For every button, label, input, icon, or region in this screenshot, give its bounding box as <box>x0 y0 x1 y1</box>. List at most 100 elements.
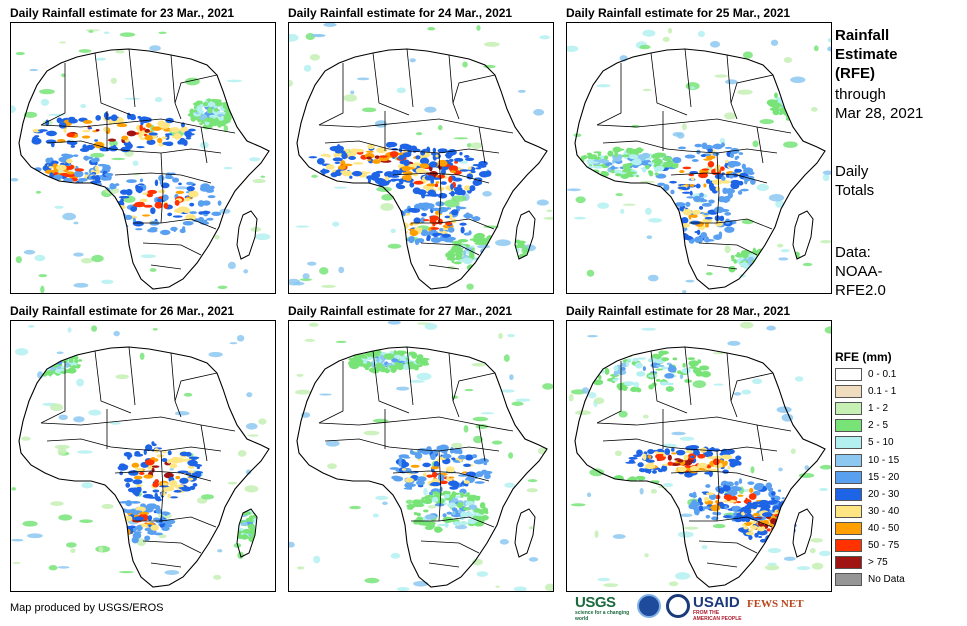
panel-title: Daily Rainfall estimate for 27 Mar., 202… <box>288 304 513 318</box>
rainfall-map <box>288 22 554 294</box>
legend-swatch <box>835 436 862 450</box>
legend-label: 0 - 0.1 <box>868 369 897 381</box>
rainfall-map <box>10 320 276 592</box>
rainfall-map <box>10 22 276 294</box>
legend-label: 40 - 50 <box>868 522 900 534</box>
africa-map <box>289 23 553 290</box>
usgs-wordmark: USGS <box>575 594 616 611</box>
legend-label: 1 - 2 <box>868 403 889 415</box>
madagascar-outline <box>514 508 536 558</box>
data-line: RFE2.0 <box>835 282 886 299</box>
africa-map <box>11 325 270 588</box>
coastline <box>18 48 270 290</box>
legend-item: 0.1 - 1 <box>835 383 935 400</box>
legend-swatch <box>835 419 862 433</box>
legend-item: 0 - 0.1 <box>835 366 935 383</box>
legend-item: No Data <box>835 571 935 588</box>
madagascar-outline <box>792 210 814 260</box>
legend-item: 5 - 10 <box>835 434 935 451</box>
totals-line: Totals <box>835 182 875 199</box>
usgs-tagline: science for a changing world <box>575 610 630 622</box>
map-panel-28-mar: Daily Rainfall estimate for 28 Mar., 202… <box>566 302 832 592</box>
country-borders <box>318 347 514 568</box>
legend-item: 2 - 5 <box>835 417 935 434</box>
through-date: through Mar 28, 2021 <box>835 85 960 123</box>
legend-swatch <box>835 521 862 535</box>
through-line: Mar 28, 2021 <box>835 105 924 122</box>
legend-rows: 0 - 0.1 0.1 - 1 1 - 2 2 - 5 5 - 10 10 - 15 15 … <box>835 366 935 588</box>
legend-label: 2 - 5 <box>868 420 889 432</box>
africa-map <box>289 321 553 591</box>
fews-wordmark: FEWS NET <box>747 598 804 610</box>
legend-item: 30 - 40 <box>835 503 935 520</box>
country-borders <box>596 347 792 568</box>
legend-swatch <box>835 504 862 518</box>
legend-item: 40 - 50 <box>835 520 935 537</box>
legend-title: RFE (mm) <box>835 350 892 364</box>
country-borders <box>596 49 792 270</box>
legend-label: 10 - 15 <box>868 454 900 466</box>
africa-map <box>567 27 831 293</box>
usaid-tagline: FROM THE AMERICAN PEOPLE <box>693 610 742 622</box>
country-borders <box>40 347 236 568</box>
coastline <box>296 48 548 290</box>
legend-swatch <box>835 573 862 587</box>
panel-title: Daily Rainfall estimate for 28 Mar., 202… <box>566 304 791 318</box>
legend-swatch <box>835 368 862 382</box>
land-rain <box>297 348 547 587</box>
map-panel-25-mar: Daily Rainfall estimate for 25 Mar., 202… <box>566 4 832 294</box>
legend-item: 10 - 15 <box>835 451 935 468</box>
africa-map <box>568 321 831 588</box>
rainfall-map <box>566 320 832 592</box>
legend-swatch <box>835 556 862 570</box>
totals-line: Daily <box>835 163 869 180</box>
legend-item: 15 - 20 <box>835 469 935 486</box>
legend-swatch <box>835 402 862 416</box>
legend-label: 15 - 20 <box>868 471 900 483</box>
rfe-legend: RFE (mm) 0 - 0.1 0.1 - 1 1 - 2 2 - 5 5 - 10 1… <box>835 348 935 588</box>
madagascar-outline <box>792 508 814 558</box>
through-line: through <box>835 86 886 103</box>
map-panel-24-mar: Daily Rainfall estimate for 24 Mar., 202… <box>288 4 554 294</box>
rainfall-map <box>288 320 554 592</box>
map-panel-26-mar: Daily Rainfall estimate for 26 Mar., 202… <box>10 302 276 592</box>
usaid-seal-icon <box>666 594 690 618</box>
legend-swatch <box>835 453 862 467</box>
product-heading: Rainfall Estimate (RFE) <box>835 26 960 83</box>
data-line: NOAA- <box>835 263 883 280</box>
legend-label: > 75 <box>868 557 888 569</box>
coastline <box>18 346 270 588</box>
madagascar-outline <box>236 210 258 260</box>
coastline <box>574 346 826 588</box>
panel-title: Daily Rainfall estimate for 25 Mar., 202… <box>566 6 791 20</box>
legend-swatch <box>835 385 862 399</box>
legend-item: > 75 <box>835 554 935 571</box>
legend-swatch <box>835 538 862 552</box>
heading-line: (RFE) <box>835 65 875 82</box>
panel-title: Daily Rainfall estimate for 23 Mar., 202… <box>10 6 235 20</box>
land-rain <box>19 347 269 587</box>
country-borders <box>318 49 514 270</box>
noaa-emblem-icon <box>637 594 661 618</box>
legend-label: No Data <box>868 574 905 586</box>
panel-title: Daily Rainfall estimate for 26 Mar., 202… <box>10 304 235 318</box>
legend-item: 20 - 30 <box>835 486 935 503</box>
country-borders <box>40 49 236 270</box>
usgs-logo: USGS science for a changing world <box>575 594 635 622</box>
panel-title: Daily Rainfall estimate for 24 Mar., 202… <box>288 6 513 20</box>
totals-note: Daily Totals <box>835 162 960 200</box>
legend-label: 20 - 30 <box>868 488 900 500</box>
partner-logos: USGS science for a changing world USAID … <box>575 594 825 624</box>
rainfall-map <box>566 22 832 294</box>
fews-net-logo: FEWS NET <box>747 594 825 622</box>
legend-item: 50 - 75 <box>835 537 935 554</box>
legend-label: 5 - 10 <box>868 437 894 449</box>
heading-line: Estimate <box>835 46 898 63</box>
legend-label: 50 - 75 <box>868 539 900 551</box>
data-source: Data: NOAA- RFE2.0 <box>835 243 960 300</box>
legend-swatch <box>835 470 862 484</box>
usaid-logo: USAID FROM THE AMERICAN PEOPLE <box>693 594 745 622</box>
legend-swatch <box>835 487 862 501</box>
legend-label: 0.1 - 1 <box>868 386 897 398</box>
map-panel-27-mar: Daily Rainfall estimate for 27 Mar., 202… <box>288 302 554 592</box>
